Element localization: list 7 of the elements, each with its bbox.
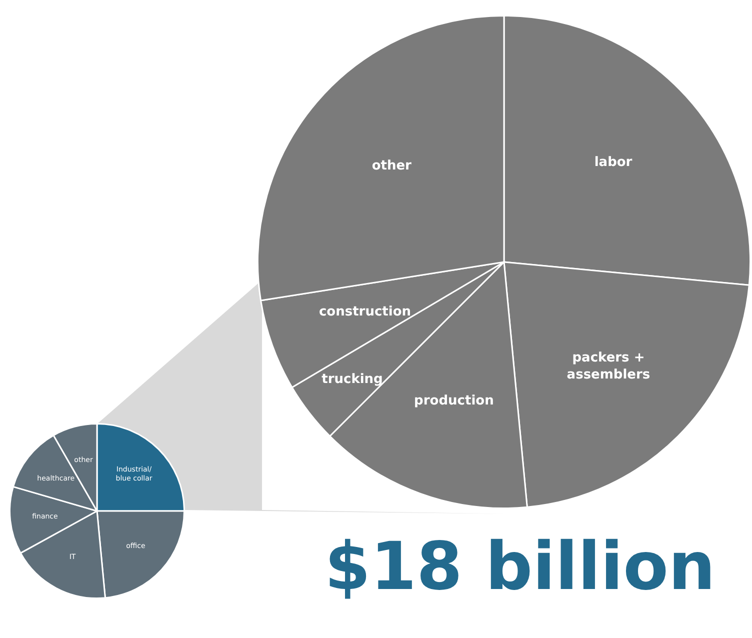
slice-label: trucking <box>322 372 383 388</box>
slice-label: other <box>372 158 412 174</box>
slice-label: labor <box>594 154 633 170</box>
slice-label: construction <box>318 304 412 320</box>
slice-label: packers + assemblers <box>566 350 650 382</box>
text: $18 billion <box>324 528 716 605</box>
slice-label: production <box>414 393 494 408</box>
